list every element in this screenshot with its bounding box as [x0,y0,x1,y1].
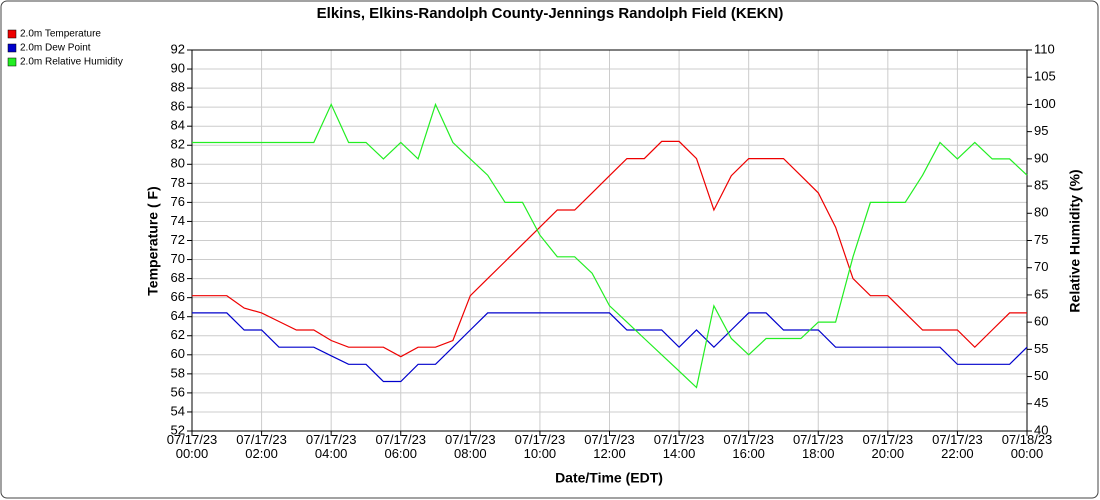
y-tick-label: 90 [171,60,185,75]
y-tick-label: 78 [171,175,185,190]
x-tick-label: 07/17/23 08:00 [445,432,496,461]
y2-tick-label: 40 [1034,422,1048,437]
y2-tick-label: 105 [1034,69,1056,84]
y-tick-label: 66 [171,289,185,304]
y-tick-label: 64 [171,308,185,323]
x-tick-label: 07/17/23 00:00 [166,432,218,461]
series-line [192,140,1027,358]
y-tick-label: 84 [171,118,185,133]
y-tick-label: 88 [171,80,185,95]
y2-tick-label: 75 [1034,232,1048,247]
y2-tick-label: 60 [1034,314,1048,329]
y-tick-label: 92 [171,41,185,56]
x-tick-label: 07/17/23 02:00 [236,432,287,461]
y2-tick-label: 50 [1034,368,1048,383]
y2-tick-label: 70 [1034,259,1048,274]
y2-tick-label: 45 [1034,395,1048,410]
x-tick-label: 07/17/23 12:00 [584,432,635,461]
y-tick-label: 80 [171,156,185,171]
legend-swatch [7,29,17,39]
y-tick-label: 52 [171,422,185,437]
legend-label: 2.0m Relative Humidity [20,57,123,68]
x-tick-label: 07/17/23 06:00 [375,432,427,461]
x-tick-label: 07/17/23 14:00 [653,432,705,461]
y2-tick-label: 80 [1034,205,1048,220]
y-tick-label: 86 [171,99,185,114]
x-tick-label: 07/17/23 20:00 [862,432,914,461]
y-tick-label: 56 [171,384,185,399]
y-tick-label: 70 [171,251,185,266]
y2-tick-label: 65 [1034,286,1048,301]
legend-label: 2.0m Dew Point [20,43,91,54]
x-tick-label: 07/17/23 10:00 [514,432,566,461]
y-tick-label: 54 [171,403,185,418]
legend-swatch [7,43,17,53]
x-tick-label: 07/17/23 16:00 [723,432,774,461]
y2-tick-label: 90 [1034,150,1048,165]
y2-axis-label: Relative Humidity (%) [1067,169,1083,312]
y-tick-label: 74 [171,213,185,228]
x-axis-label: Date/Time (EDT) [555,470,663,486]
x-tick-label: 07/17/23 22:00 [932,432,983,461]
y-tick-label: 76 [171,194,185,209]
x-tick-label: 07/17/23 04:00 [305,432,357,461]
series-line [192,102,1028,389]
y2-tick-label: 100 [1034,96,1056,111]
x-tick-label: 07/17/23 18:00 [792,432,844,461]
y2-tick-label: 95 [1034,123,1048,138]
y-tick-label: 72 [171,232,185,247]
x-tick-label: 07/18/23 00:00 [1001,432,1053,461]
chart-title: Elkins, Elkins-Randolph County-Jennings … [317,5,784,22]
y2-tick-label: 55 [1034,341,1048,356]
y-tick-label: 58 [171,365,185,380]
y-tick-label: 60 [171,346,185,361]
y-tick-label: 82 [171,137,185,152]
y2-tick-label: 85 [1034,178,1048,193]
y-tick-label: 62 [171,327,185,342]
legend-swatch [7,57,17,67]
legend-label: 2.0m Temperature [20,29,101,40]
y-tick-label: 68 [171,270,185,285]
plot-border [191,49,1028,432]
series-line [192,312,1028,383]
y2-tick-label: 110 [1034,41,1055,56]
y-axis-label: Temperature ( F) [145,186,161,295]
